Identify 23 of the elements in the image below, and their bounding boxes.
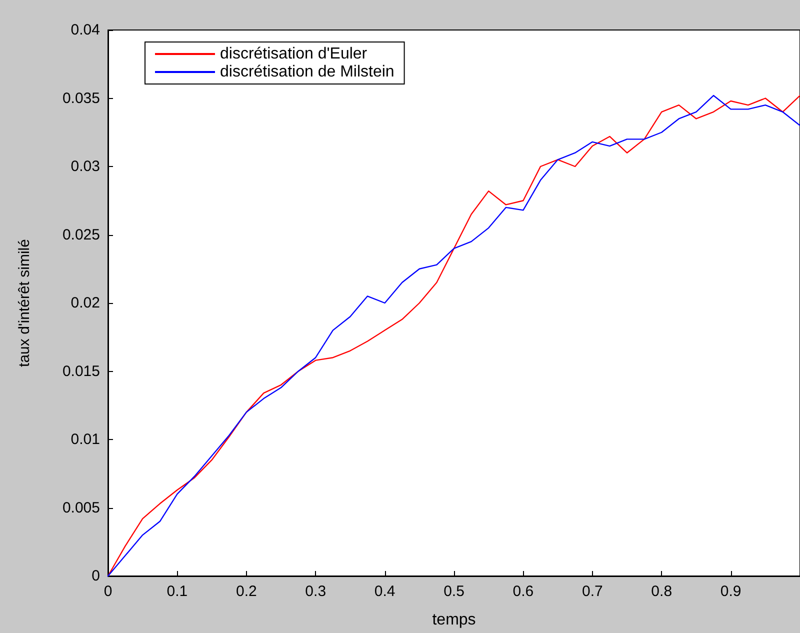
x-tick-label: 0.6 (512, 583, 534, 600)
x-tick-label: 0.4 (374, 583, 396, 600)
y-tick-label: 0.03 (70, 158, 100, 175)
x-tick-label: 0.8 (651, 583, 672, 600)
x-tick-label: 0.5 (444, 583, 464, 600)
y-tick-label: 0.04 (70, 22, 100, 38)
x-axis-title: temps (432, 612, 476, 628)
y-tick-label: 0.01 (70, 431, 100, 448)
y-tick-label: 0.015 (62, 362, 100, 380)
y-axis-title: taux d'intérêt similé (16, 239, 33, 367)
y-tick-label: 0.02 (70, 294, 100, 312)
x-tick-label: 0.1 (166, 583, 188, 600)
x-tick-label: 0.9 (720, 583, 742, 600)
y-tick-label: 0.035 (62, 90, 100, 107)
y-tick-label: 0.005 (62, 499, 100, 516)
x-tick-label: 0.3 (305, 583, 326, 600)
y-tick-label: 0 (92, 568, 100, 584)
y-tick-label: 0.025 (62, 226, 100, 244)
x-tick-label: 0.7 (582, 583, 603, 600)
legend-label: discrétisation d'Euler (220, 46, 368, 62)
legend-label: discrétisation de Milstein (220, 64, 394, 80)
x-tick-label: 0 (104, 583, 112, 600)
x-tick-label: 0.2 (236, 583, 257, 600)
